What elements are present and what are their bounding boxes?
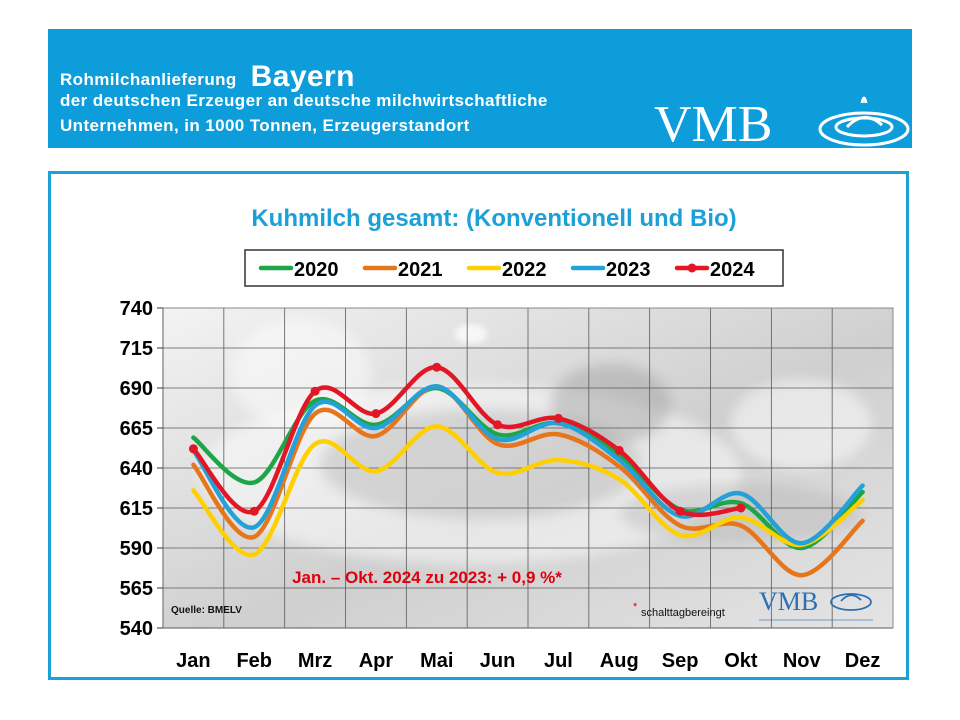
- x-tick-label: Mai: [420, 650, 453, 672]
- data-point-2024: [553, 413, 563, 423]
- header-line3: Unternehmen, in 1000 Tonnen, Erzeugersta…: [60, 116, 470, 135]
- x-tick-label: Okt: [724, 650, 758, 672]
- x-tick-label: Jul: [544, 650, 573, 672]
- chart-legend: 2020 2021 2022 2023 2024: [244, 249, 784, 287]
- header-region: Bayern: [250, 60, 355, 93]
- x-tick-label: Jan: [176, 650, 210, 672]
- legend-label: 2020: [294, 259, 339, 281]
- data-point-2024: [493, 420, 503, 430]
- series-line-2024: [191, 364, 744, 517]
- legend-label: 2023: [606, 259, 651, 281]
- y-tick-label: 590: [120, 538, 153, 560]
- vmb-inner-logo-text: VMB: [759, 587, 818, 616]
- data-point-2024: [310, 386, 320, 396]
- footnote-text: schalttagbereingt: [641, 607, 725, 619]
- y-tick-label: 715: [120, 338, 153, 360]
- y-tick-label: 690: [120, 378, 153, 400]
- legend-label: 2022: [502, 259, 547, 281]
- chart-title: Kuhmilch gesamt: (Konventionell und Bio): [251, 205, 736, 232]
- x-tick-label: Apr: [359, 650, 394, 672]
- milk-drop-icon: [818, 96, 910, 147]
- data-point-2024: [675, 506, 685, 516]
- data-point-2024: [249, 506, 259, 516]
- vmb-logo-text: VMB: [654, 96, 772, 149]
- series-line-2021: [191, 384, 865, 578]
- y-tick-label: 640: [120, 458, 153, 480]
- header-line2: der deutschen Erzeuger an deutsche milch…: [60, 91, 548, 110]
- vmb-inner-logo: VMB: [759, 587, 873, 621]
- x-tick-label: Mrz: [298, 650, 332, 672]
- y-tick-label: 740: [120, 298, 153, 320]
- header-line1: Rohmilchanlieferung: [60, 70, 237, 89]
- milk-drop-small-icon: [830, 593, 872, 611]
- y-tick-label: 665: [120, 418, 153, 440]
- x-tick-label: Dez: [845, 650, 881, 672]
- y-tick-label: 565: [120, 578, 153, 600]
- x-tick-label: Nov: [783, 650, 822, 672]
- x-tick-label: Jun: [480, 650, 516, 672]
- data-point-2024: [371, 409, 381, 419]
- source-label: Quelle: BMELV: [171, 605, 242, 616]
- header-title-line: Rohmilchanlieferung Bayern: [60, 59, 355, 93]
- data-point-2024: [432, 362, 442, 372]
- x-tick-label: Aug: [600, 650, 639, 672]
- header-banner: Rohmilchanlieferung Bayern der deutschen …: [48, 29, 912, 149]
- data-point-2024: [614, 445, 624, 455]
- data-point-2024: [736, 503, 746, 513]
- legend-label: 2024: [710, 259, 755, 281]
- footnote-marker: *: [633, 601, 638, 613]
- x-tick-label: Sep: [662, 650, 699, 672]
- series-line-2023: [191, 384, 865, 546]
- data-point-2024: [188, 444, 198, 454]
- x-tick-label: Feb: [236, 650, 272, 672]
- line-chart: Kuhmilch gesamt: (Konventionell und Bio)…: [120, 205, 894, 672]
- y-tick-label: 615: [120, 498, 153, 520]
- plot-area: [162, 307, 894, 629]
- series-line-2022: [191, 424, 865, 558]
- change-annotation: Jan. – Okt. 2024 zu 2023: + 0,9 %*: [292, 568, 562, 587]
- y-tick-label: 540: [120, 618, 153, 640]
- vmb-logo: VMB: [654, 96, 910, 149]
- chart-frame: Kuhmilch gesamt: (Konventionell und Bio)…: [48, 171, 909, 680]
- legend-marker: [687, 263, 697, 273]
- legend-label: 2021: [398, 259, 443, 281]
